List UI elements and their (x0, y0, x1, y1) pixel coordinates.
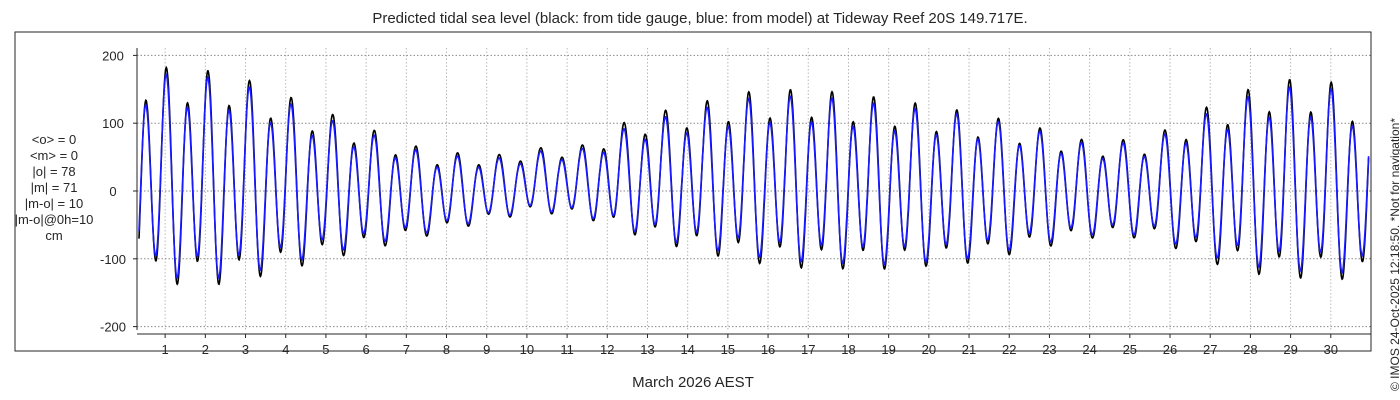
x-tick-label: 9 (483, 342, 490, 357)
x-tick-label: 2 (202, 342, 209, 357)
x-tick-label: 20 (922, 342, 936, 357)
x-tick-label: 26 (1163, 342, 1177, 357)
x-tick-label: 25 (1123, 342, 1137, 357)
x-tick-label: 23 (1042, 342, 1056, 357)
stat-mean-model: <m> = 0 (29, 148, 79, 163)
outer-frame (14, 31, 1372, 352)
x-tick-label: 1 (162, 342, 169, 357)
stat-abs-model: |m| = 71 (30, 180, 78, 195)
x-axis-label: March 2026 AEST (632, 374, 754, 391)
chart-title: Predicted tidal sea level (black: from t… (372, 10, 1028, 27)
y-tick-label: 0 (109, 184, 116, 199)
series-lines (138, 65, 1370, 286)
x-tick-label: 30 (1324, 342, 1338, 357)
y-tick-label: -100 (100, 252, 126, 267)
x-tick-label: 21 (962, 342, 976, 357)
x-tick-label: 18 (841, 342, 855, 357)
x-tick-label: 14 (680, 342, 694, 357)
x-tick-label: 15 (721, 342, 735, 357)
x-tick-label: 27 (1203, 342, 1217, 357)
x-tick-label: 19 (881, 342, 895, 357)
series-line-model (138, 73, 1370, 280)
x-tick-label: 5 (322, 342, 329, 357)
stat-abs-diff: |m-o| = 10 (24, 196, 84, 211)
x-tick-label: 13 (640, 342, 654, 357)
x-tick-label: 24 (1082, 342, 1096, 357)
x-tick-label: 16 (761, 342, 775, 357)
x-tick-label: 8 (443, 342, 450, 357)
y-tick-label: 100 (102, 116, 124, 131)
x-tick-label: 28 (1243, 342, 1257, 357)
x-tick-label: 10 (520, 342, 534, 357)
x-tick-label: 29 (1283, 342, 1297, 357)
stat-abs-observed: |o| = 78 (32, 164, 76, 179)
x-tick-label: 4 (282, 342, 289, 357)
x-tick-label: 3 (242, 342, 249, 357)
x-tick-label: 11 (560, 342, 574, 357)
stats-panel: <o> = 0 <m> = 0 |o| = 78 |m| = 71 |m-o| … (0, 132, 108, 244)
x-tick-label: 7 (403, 342, 410, 357)
x-tick-label: 22 (1002, 342, 1016, 357)
credit-text: © IMOS 24-Oct-2025 12:18:50. *Not for na… (1388, 118, 1400, 391)
stat-abs-diff-0h: |m-o|@0h=10 (14, 212, 94, 227)
y-tick-label: 200 (102, 48, 124, 63)
x-tick-label: 6 (362, 342, 369, 357)
y-tick-label: -200 (100, 320, 126, 335)
x-tick-label: 17 (801, 342, 815, 357)
stat-mean-observed: <o> = 0 (31, 132, 77, 147)
stat-unit: cm (45, 228, 63, 243)
x-tick-label: 12 (600, 342, 614, 357)
